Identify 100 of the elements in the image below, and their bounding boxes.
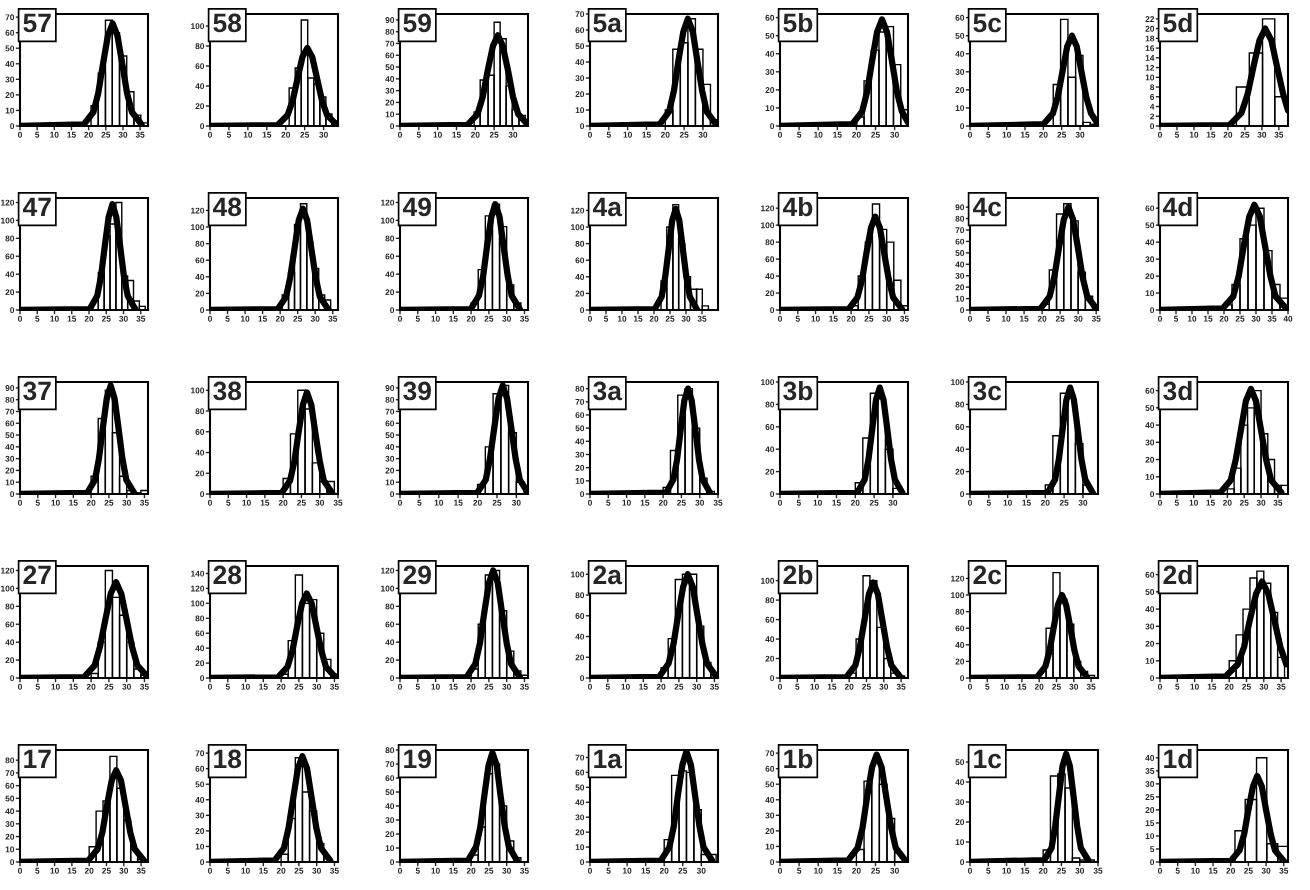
y-tick-label: 0	[390, 859, 395, 866]
x-tick-label: 35	[900, 315, 909, 322]
y-tick-label: 80	[955, 215, 965, 222]
y-tick-label: 40	[765, 636, 775, 643]
y-tick-label: 40	[5, 60, 15, 67]
x-tick-label: 35	[710, 683, 719, 690]
x-tick-label: 20	[850, 499, 860, 506]
x-tick-label: 30	[1075, 131, 1085, 138]
y-tick-label: 20	[955, 468, 965, 475]
x-tick-label: 20	[1037, 315, 1047, 322]
x-tick-label: 20	[276, 867, 286, 874]
y-tick-label: 40	[575, 59, 585, 66]
y-tick-label: 0	[770, 307, 775, 314]
y-tick-label: 40	[5, 444, 15, 450]
y-tick-label: 20	[5, 657, 15, 664]
y-tick-label: 50	[575, 425, 585, 432]
x-tick-label: 15	[829, 315, 838, 322]
y-tick-label: 15	[1145, 820, 1155, 827]
x-tick-label: 30	[315, 499, 325, 506]
y-tick-label: 10	[5, 479, 15, 486]
chart-title: 3c	[973, 381, 1002, 401]
y-tick-label: 30	[575, 75, 585, 82]
x-tick-label: 0	[778, 499, 782, 506]
x-tick-label: 15	[69, 499, 78, 506]
y-tick-label: 0	[390, 675, 395, 682]
y-tick-label: 20	[765, 468, 775, 475]
y-tick-label: 20	[1145, 807, 1155, 814]
x-tick-label: 35	[330, 683, 339, 690]
y-tick-label: 30	[385, 455, 395, 462]
x-tick-label: 15	[67, 867, 77, 874]
x-tick-label: 20	[1039, 131, 1048, 138]
x-tick-label: 20	[852, 131, 861, 138]
x-tick-label: 10	[1187, 315, 1197, 322]
y-tick-label: 40	[955, 50, 965, 57]
y-tick-label: 40	[385, 639, 395, 646]
x-tick-label: 20	[852, 867, 861, 874]
x-tick-label: 5	[603, 315, 609, 322]
y-tick-label: 40	[765, 273, 775, 280]
chart-title: 2d	[1163, 564, 1192, 585]
x-tick-label: 0	[968, 867, 972, 874]
y-tick-label: 90	[385, 385, 395, 391]
chart-title: 5a	[593, 13, 623, 33]
x-tick-label: 25	[679, 131, 689, 138]
x-tick-label: 5	[985, 683, 990, 690]
x-tick-label: 20	[84, 867, 94, 874]
x-tick-label: 25	[871, 131, 880, 138]
y-tick-label: 60	[575, 257, 585, 264]
x-tick-label: 10	[50, 131, 59, 138]
y-tick-label: 40	[765, 796, 775, 803]
y-tick-label: 0	[1150, 859, 1155, 866]
y-tick-label: 120	[761, 205, 775, 212]
x-tick-label: 15	[454, 499, 463, 506]
y-tick-label: 20	[1145, 640, 1155, 647]
x-tick-label: 35	[520, 683, 529, 690]
y-tick-label: 10	[955, 295, 965, 302]
x-tick-label: 30	[1075, 867, 1085, 874]
y-tick-label: 0	[10, 307, 15, 314]
y-tick-label: 60	[5, 782, 15, 789]
x-tick-label: 10	[433, 131, 442, 138]
y-tick-label: 20	[575, 464, 585, 471]
y-tick-label: 70	[195, 750, 205, 757]
x-tick-label: 20	[1224, 683, 1234, 690]
y-tick-label: 0	[960, 491, 965, 498]
x-tick-label: 10	[241, 867, 250, 874]
y-tick-label: 60	[1145, 571, 1155, 578]
y-tick-label: 40	[765, 50, 775, 57]
y-tick-label: 30	[1145, 439, 1155, 446]
x-tick-label: 30	[122, 683, 131, 690]
y-tick-label: 100	[951, 379, 965, 386]
x-tick-label: 10	[1002, 131, 1011, 138]
x-tick-label: 30	[890, 131, 899, 138]
x-tick-label: 15	[69, 683, 78, 690]
y-tick-label: 20	[955, 284, 965, 291]
x-tick-label: 35	[1276, 683, 1286, 690]
y-tick-label: 80	[5, 603, 15, 610]
y-tick-label: 50	[575, 43, 585, 50]
x-tick-label: 5	[225, 683, 230, 690]
x-tick-label: 0	[208, 499, 212, 506]
x-tick-label: 10	[243, 131, 253, 138]
x-tick-label: 5	[225, 867, 230, 874]
y-tick-label: 0	[390, 123, 395, 130]
y-tick-label: 20	[575, 829, 585, 836]
y-tick-label: 20	[955, 658, 965, 665]
x-tick-label: 5	[605, 683, 610, 690]
x-tick-label: 15	[639, 683, 648, 690]
y-tick-label: 50	[765, 781, 775, 788]
y-tick-label: 100	[761, 577, 775, 584]
x-tick-label: 10	[50, 867, 59, 874]
chart-title: 3d	[1163, 380, 1192, 401]
y-tick-label: 60	[195, 63, 205, 70]
x-tick-label: 20	[1040, 499, 1050, 506]
x-tick-label: 25	[1242, 683, 1251, 690]
x-tick-label: 10	[617, 315, 627, 322]
x-tick-label: 10	[241, 683, 250, 690]
y-tick-label: 60	[955, 424, 965, 430]
y-tick-label: 100	[381, 585, 395, 592]
y-tick-label: 0	[10, 859, 15, 866]
y-tick-label: 100	[571, 571, 585, 578]
x-tick-label: 0	[588, 131, 592, 138]
chart-title: 2a	[593, 565, 623, 585]
